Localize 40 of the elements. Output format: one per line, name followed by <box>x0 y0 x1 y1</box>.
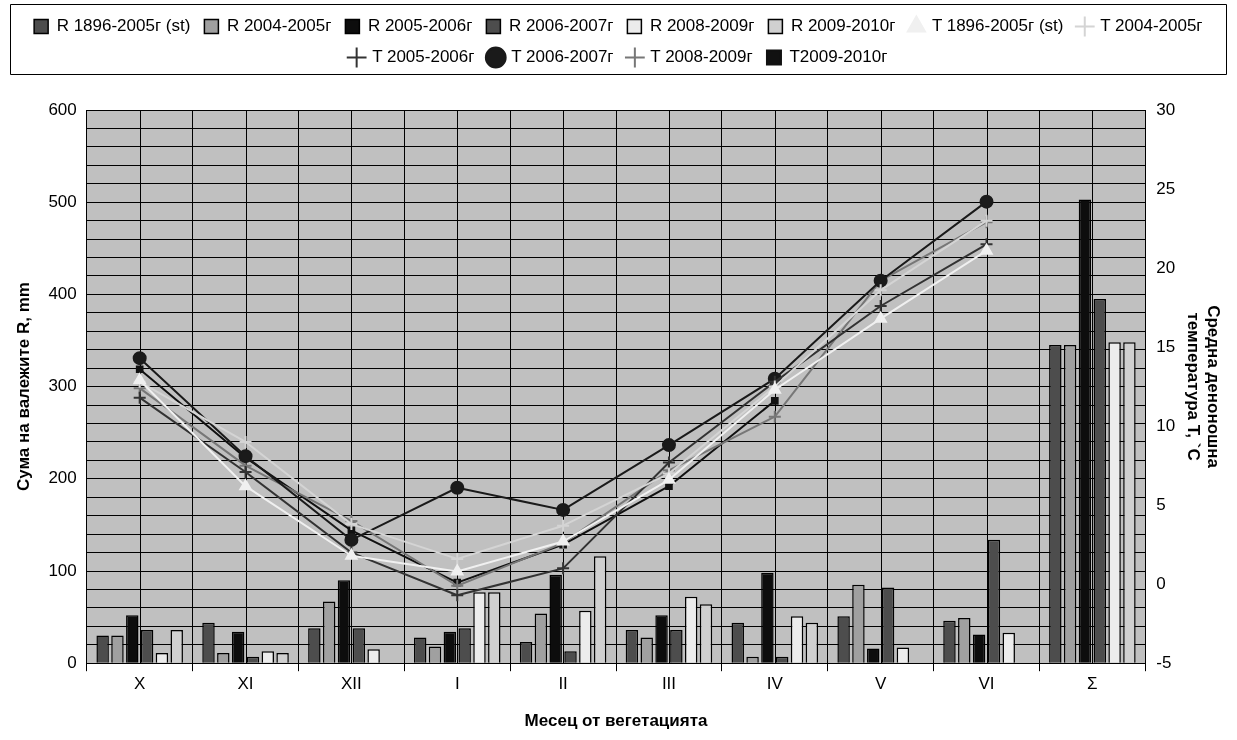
y2-tick-label: 0 <box>1156 573 1166 593</box>
x-tick-label: IV <box>766 674 784 694</box>
y2-tick-label: 30 <box>1156 99 1176 119</box>
legend-label: R 2004-2005г <box>226 16 332 36</box>
x-tick-label: V <box>874 674 887 694</box>
x-tick-label: III <box>661 674 677 694</box>
y-tick-label: 0 <box>67 652 77 672</box>
y-tick-label: 100 <box>48 560 77 580</box>
legend-label: R 2009-2010г <box>790 16 896 36</box>
y2-tick-label: 25 <box>1156 178 1176 198</box>
x-tick-label: XII <box>341 674 362 694</box>
x-tick-label: VI <box>978 674 995 694</box>
x-tick-label: XI <box>237 674 254 694</box>
x-tick-label: I <box>454 674 460 694</box>
legend-label: R 2005-2006г <box>367 16 473 36</box>
legend-label: T 2006-2007г <box>511 47 614 67</box>
legend-label: R 1896-2005г (st) <box>56 16 191 36</box>
y2-tick-label: 5 <box>1156 494 1166 514</box>
y-tick-label: 400 <box>48 284 77 304</box>
y-tick-label: 300 <box>48 376 77 396</box>
legend-label: R 2006-2007г <box>508 16 614 36</box>
x-tick-label: X <box>134 674 146 694</box>
legend-label: T 2004-2005г <box>1100 16 1203 36</box>
y2-axis-title: Средна деноношна температура T, `C <box>1183 305 1224 469</box>
legend-label: T2009-2010г <box>789 47 888 67</box>
x-tick-label: II <box>558 674 568 694</box>
y2-tick-label: 15 <box>1156 336 1176 356</box>
y2-tick-label: -5 <box>1156 652 1172 672</box>
legend-label: R 2008-2009г <box>649 16 755 36</box>
y-tick-label: 500 <box>48 191 77 211</box>
legend-label: T 1896-2005г (st) <box>931 16 1064 36</box>
x-tick-label: Σ <box>1087 674 1098 694</box>
y2-tick-label: 20 <box>1156 257 1176 277</box>
x-axis-title: Месец от вегетацията <box>524 711 708 731</box>
legend-label: T 2005-2006г <box>372 47 475 67</box>
legend-label: T 2008-2009г <box>650 47 753 67</box>
y2-tick-label: 10 <box>1156 415 1176 435</box>
y-tick-label: 200 <box>48 468 77 488</box>
y-tick-label: 600 <box>48 99 77 119</box>
y-axis-title: Сума на валежите R, mm <box>13 282 33 492</box>
